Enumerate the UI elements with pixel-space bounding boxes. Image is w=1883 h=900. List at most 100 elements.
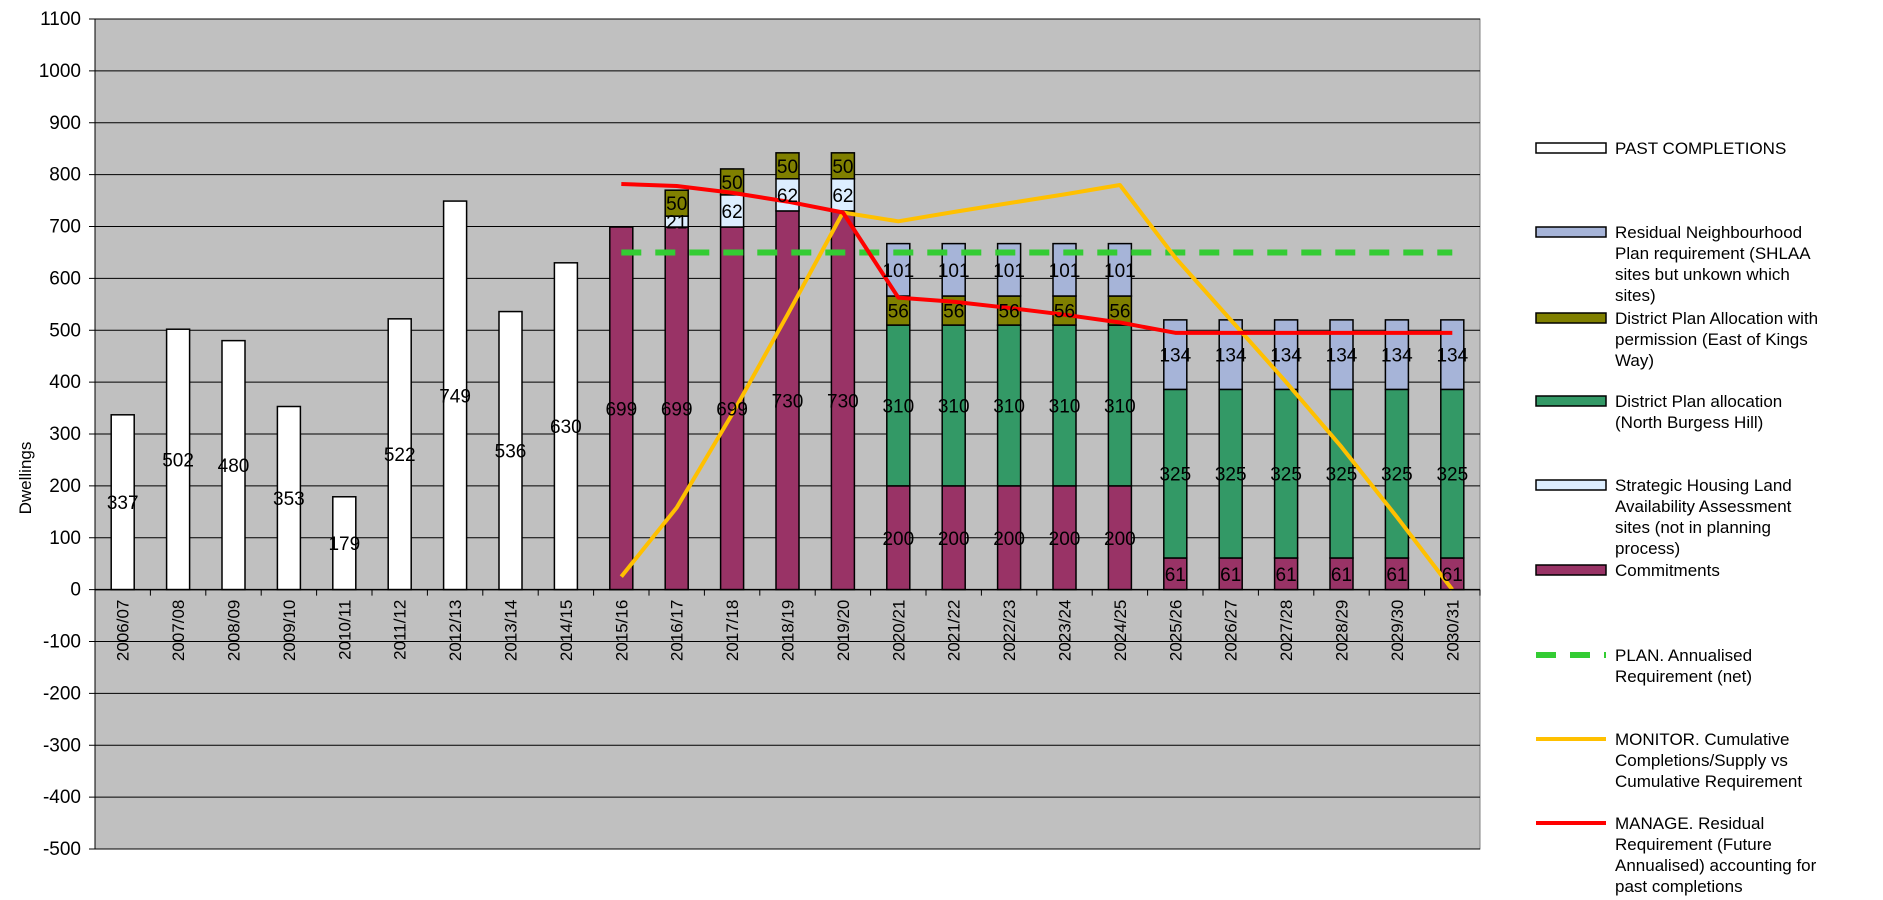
data-label: 730 bbox=[827, 391, 859, 412]
x-tick-label: 2006/07 bbox=[114, 600, 133, 661]
legend: PAST COMPLETIONS Residual Neighbourhood Pl… bbox=[1535, 139, 1818, 896]
bar-dp_kings bbox=[719, 168, 745, 196]
data-label: 310 bbox=[882, 396, 914, 417]
data-label: 699 bbox=[605, 399, 637, 420]
x-tick-label: 2012/13 bbox=[446, 600, 465, 661]
data-label: 134 bbox=[1436, 346, 1468, 367]
data-label: 56 bbox=[1054, 302, 1075, 323]
line-manage bbox=[621, 181, 1453, 335]
legend-label-dp_kings: permission (East of Kings bbox=[1615, 330, 1808, 349]
legend-label-dp_north: District Plan allocation bbox=[1615, 392, 1782, 411]
data-label: 56 bbox=[943, 302, 964, 323]
legend-label-residual_np: Plan requirement (SHLAA bbox=[1615, 244, 1811, 263]
data-label: 50 bbox=[666, 194, 687, 215]
data-label: 310 bbox=[938, 396, 970, 417]
data-label: 50 bbox=[832, 157, 853, 178]
y-tick-label: 300 bbox=[49, 424, 81, 445]
legend-label-past: PAST COMPLETIONS bbox=[1615, 139, 1786, 158]
x-tick-label: 2022/23 bbox=[1000, 600, 1019, 661]
x-tick-label: 2021/22 bbox=[945, 600, 964, 661]
bar-dp_kings bbox=[830, 152, 856, 180]
data-label: 179 bbox=[328, 534, 360, 555]
data-label: 62 bbox=[722, 202, 743, 223]
bar-residual_np bbox=[1273, 319, 1299, 391]
legend-label-shlaa: Availability Assessment bbox=[1615, 497, 1792, 516]
x-tick-label: 2013/14 bbox=[502, 600, 521, 661]
y-tick-label: 400 bbox=[49, 372, 81, 393]
bar-residual_np bbox=[941, 242, 966, 297]
bar-residual_np bbox=[1163, 319, 1188, 391]
legend-label-residual_np: sites but unkown which bbox=[1615, 265, 1790, 284]
x-tick-label: 2019/20 bbox=[834, 600, 853, 661]
x-tick-label: 2017/18 bbox=[723, 600, 742, 661]
y-tick-label: 500 bbox=[49, 320, 81, 341]
data-label: 101 bbox=[1104, 261, 1136, 282]
y-tick-label: 700 bbox=[49, 217, 81, 238]
data-label: 502 bbox=[162, 450, 194, 471]
legend-label-shlaa: Strategic Housing Land bbox=[1615, 476, 1792, 495]
legend-swatch-dp_kings bbox=[1535, 312, 1607, 324]
x-tick-label: 2007/08 bbox=[169, 600, 188, 661]
y-tick-label: 1000 bbox=[39, 61, 81, 82]
data-label: 61 bbox=[1386, 565, 1407, 586]
x-tick-label: 2027/28 bbox=[1277, 600, 1296, 661]
y-tick-label: 100 bbox=[49, 528, 81, 549]
y-tick-label: 0 bbox=[70, 580, 81, 601]
data-label: 101 bbox=[993, 261, 1025, 282]
data-label: 62 bbox=[777, 186, 798, 207]
data-label: 61 bbox=[1220, 565, 1241, 586]
legend-label-manage: MANAGE. Residual bbox=[1615, 814, 1764, 833]
legend-label-monitor: Cumulative Requirement bbox=[1615, 772, 1802, 791]
data-label: 50 bbox=[722, 173, 743, 194]
x-tick-label: 2020/21 bbox=[889, 600, 908, 661]
y-tick-label: -100 bbox=[43, 632, 81, 653]
data-label: 61 bbox=[1331, 565, 1352, 586]
data-label: 200 bbox=[1049, 529, 1081, 550]
x-tick-label: 2011/12 bbox=[391, 600, 410, 660]
data-label: 61 bbox=[1165, 565, 1186, 586]
data-label: 134 bbox=[1270, 346, 1302, 367]
data-label: 310 bbox=[1104, 396, 1136, 417]
legend-label-residual_np: sites) bbox=[1615, 286, 1656, 305]
data-label: 325 bbox=[1270, 465, 1302, 486]
legend-swatch-past bbox=[1535, 142, 1607, 154]
data-label: 62 bbox=[832, 186, 853, 207]
data-label: 101 bbox=[882, 261, 914, 282]
data-label: 200 bbox=[1104, 529, 1136, 550]
legend-label-dp_kings: Way) bbox=[1615, 351, 1654, 370]
data-label: 749 bbox=[439, 386, 471, 407]
data-label: 200 bbox=[938, 529, 970, 550]
x-tick-label: 2015/16 bbox=[612, 600, 631, 661]
data-label: 200 bbox=[993, 529, 1025, 550]
y-axis-title: Dwellings bbox=[16, 442, 35, 515]
x-tick-label: 2016/17 bbox=[668, 600, 687, 661]
y-tick-label: 900 bbox=[49, 113, 81, 134]
y-tick-label: -300 bbox=[43, 735, 81, 756]
data-label: 480 bbox=[218, 456, 250, 477]
y-tick-label: -500 bbox=[43, 839, 81, 860]
legend-label-commitments: Commitments bbox=[1615, 561, 1720, 580]
x-tick-label: 2008/09 bbox=[225, 600, 244, 661]
data-label: 536 bbox=[495, 442, 527, 463]
data-label: 699 bbox=[716, 399, 748, 420]
data-label: 310 bbox=[993, 396, 1025, 417]
legend-label-dp_north: (North Burgess Hill) bbox=[1615, 413, 1763, 432]
x-tick-label: 2028/29 bbox=[1333, 600, 1352, 661]
data-label: 325 bbox=[1159, 465, 1191, 486]
data-label: 56 bbox=[999, 302, 1020, 323]
data-label: 337 bbox=[107, 493, 139, 514]
legend-label-manage: Requirement (Future bbox=[1615, 835, 1772, 854]
x-tick-label: 2023/24 bbox=[1056, 600, 1075, 661]
data-label: 56 bbox=[1109, 302, 1130, 323]
x-tick-label: 2014/15 bbox=[557, 600, 576, 661]
data-label: 101 bbox=[938, 261, 970, 282]
legend-swatch-commitments bbox=[1535, 564, 1607, 576]
x-tick-label: 2024/25 bbox=[1111, 600, 1130, 661]
data-label: 200 bbox=[882, 529, 914, 550]
x-tick-label: 2025/26 bbox=[1166, 600, 1185, 661]
bar-dp_kings bbox=[775, 152, 800, 180]
data-label: 522 bbox=[384, 445, 416, 466]
data-label: 325 bbox=[1215, 465, 1247, 486]
x-tick-label: 2029/30 bbox=[1388, 600, 1407, 661]
